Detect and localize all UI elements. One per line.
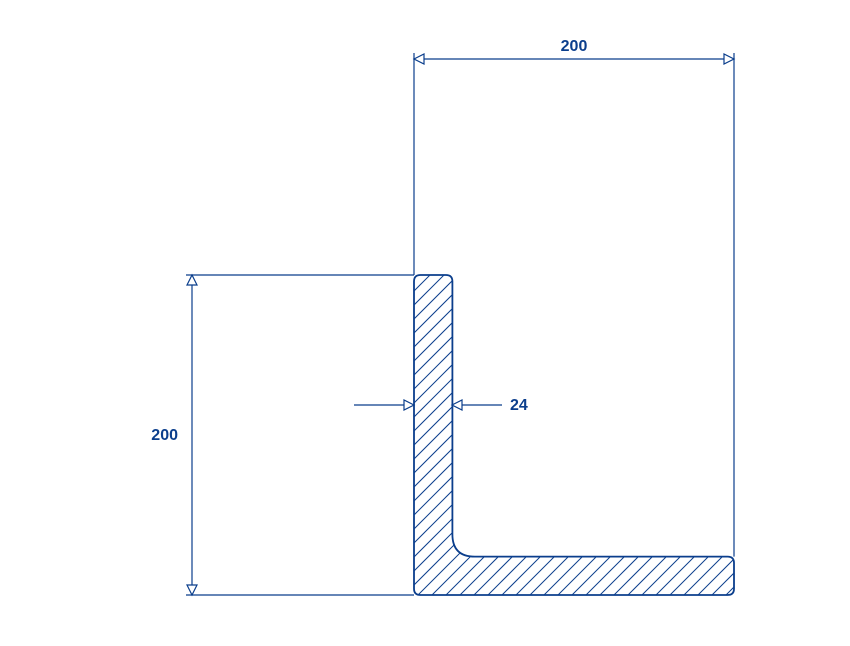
dim-thickness-label: 24 [510, 397, 528, 414]
dim-height-label: 200 [151, 427, 178, 444]
dim-width-label: 200 [561, 38, 588, 55]
angle-outline [414, 275, 734, 595]
angle-section-drawing: 200 200 24 [0, 0, 850, 646]
section-hatch [0, 255, 850, 605]
